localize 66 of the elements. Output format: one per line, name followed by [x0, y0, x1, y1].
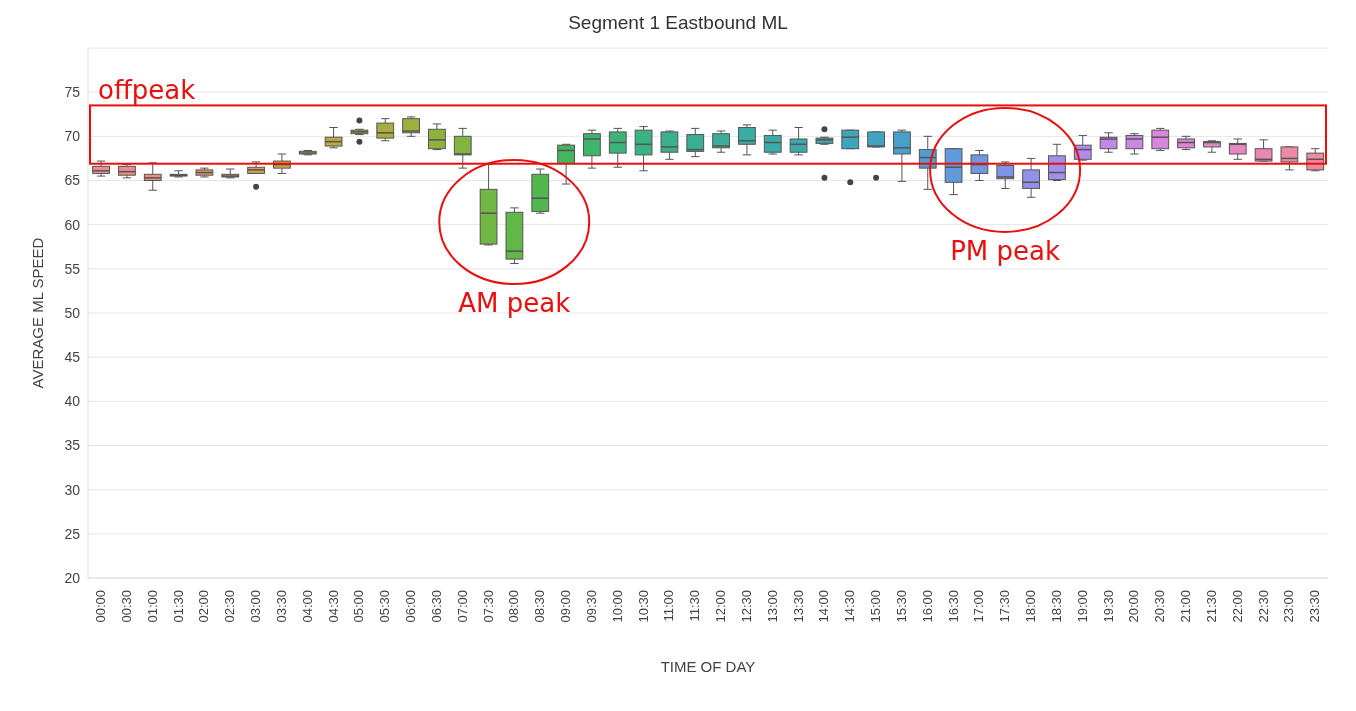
y-tick-label: 35 [64, 437, 81, 454]
x-tick-label: 18:00 [1023, 590, 1039, 623]
y-axis-title: AVERAGE ML SPEED [29, 237, 47, 389]
annotation: PM peak [950, 235, 1061, 266]
x-tick-label: 03:30 [273, 590, 289, 623]
x-tick-label: 11:00 [661, 590, 677, 622]
x-tick-label: 14:30 [842, 590, 858, 623]
y-tick-label: 55 [64, 260, 81, 277]
x-tick-label: 02:30 [222, 590, 238, 623]
y-tick-label: 30 [64, 481, 81, 498]
x-tick-label: 21:30 [1203, 590, 1219, 623]
x-tick-label: 11:30 [687, 590, 703, 622]
x-tick-label: 13:30 [790, 590, 806, 623]
y-tick-label: 25 [64, 525, 81, 542]
x-tick-label: 12:00 [713, 590, 729, 623]
x-tick-label: 17:30 [997, 590, 1013, 623]
x-tick-label: 09:30 [583, 590, 599, 623]
y-tick-label: 70 [64, 128, 81, 145]
x-tick-label: 00:30 [118, 590, 134, 623]
x-tick-label: 08:00 [506, 590, 522, 623]
x-tick-label: 22:30 [1255, 590, 1271, 623]
x-tick-label: 12:30 [738, 590, 754, 623]
x-tick-label: 09:00 [558, 590, 574, 623]
x-tick-label: 05:00 [351, 590, 367, 623]
x-tick-label: 16:00 [919, 590, 935, 623]
x-tick-label: 06:30 [428, 590, 444, 623]
x-tick-label: 10:30 [635, 590, 651, 623]
annotation: offpeak [98, 75, 196, 106]
annotation: AM peak [458, 288, 571, 319]
x-tick-label: 20:00 [1126, 590, 1142, 623]
x-tick-label: 23:00 [1281, 590, 1297, 623]
y-tick-label: 40 [64, 393, 81, 410]
y-tick-label: 20 [64, 569, 81, 586]
x-tick-label: 07:30 [480, 590, 496, 623]
x-tick-label: 08:30 [532, 590, 548, 623]
x-tick-label: 04:00 [299, 590, 315, 623]
chart-title: Segment 1 Eastbound ML [567, 11, 789, 35]
x-tick-label: 19:30 [1100, 590, 1116, 623]
x-tick-label: 02:00 [196, 590, 212, 623]
x-tick-label: 07:00 [454, 590, 470, 623]
x-tick-label: 23:30 [1307, 590, 1323, 623]
x-tick-label: 13:00 [764, 590, 780, 623]
x-tick-label: 05:30 [377, 590, 393, 623]
y-tick-label: 45 [64, 349, 81, 366]
x-tick-label: 19:00 [1074, 590, 1090, 623]
x-tick-label: 16:30 [945, 590, 961, 623]
x-axis-title: TIME OF DAY [660, 658, 756, 675]
y-tick-label: 65 [64, 172, 81, 189]
x-tick-label: 15:30 [893, 590, 909, 623]
x-tick-label: 00:00 [93, 590, 109, 623]
x-tick-label: 03:00 [248, 590, 264, 623]
x-tick-label: 21:00 [1178, 590, 1194, 623]
x-tick-label: 04:30 [325, 590, 341, 623]
x-tick-label: 06:00 [403, 590, 419, 623]
x-tick-label: 20:30 [1152, 590, 1168, 623]
x-tick-label: 22:00 [1229, 590, 1245, 623]
x-tick-label: 14:00 [816, 590, 832, 623]
y-tick-label: 75 [64, 84, 81, 101]
x-tick-label: 01:00 [144, 590, 160, 623]
x-tick-label: 17:00 [971, 590, 987, 623]
x-tick-label: 15:00 [868, 590, 884, 623]
x-tick-label: 10:00 [609, 590, 625, 623]
x-tick-label: 01:30 [170, 590, 186, 623]
y-tick-label: 50 [64, 304, 81, 321]
x-tick-label: 18:30 [1048, 590, 1064, 623]
y-tick-label: 60 [64, 216, 81, 233]
